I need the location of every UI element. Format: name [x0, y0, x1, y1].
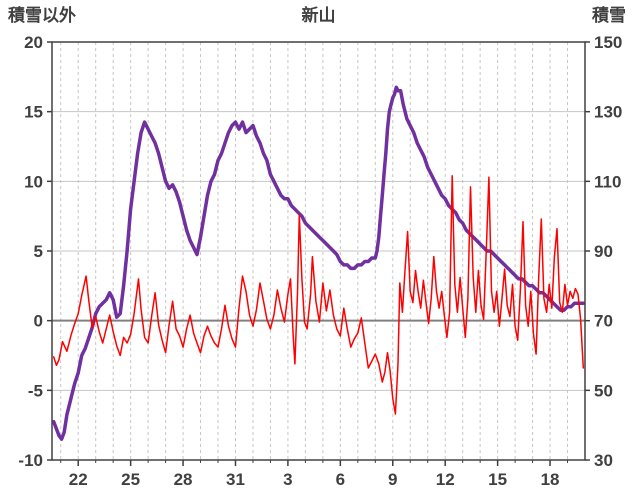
- x-tick-label: 31: [226, 470, 245, 489]
- y-left-tick-label: 20: [24, 33, 43, 52]
- x-tick-label: 22: [69, 470, 88, 489]
- y-right-tick-label: 90: [594, 242, 613, 261]
- chart-title: 新山: [301, 6, 336, 25]
- right-axis-title: 積雪: [592, 6, 626, 25]
- y-right-tick-label: 150: [594, 33, 622, 52]
- x-tick-label: 25: [121, 470, 140, 489]
- x-tick-label: 15: [488, 470, 507, 489]
- y-right-tick-label: 130: [594, 103, 622, 122]
- y-right-tick-label: 30: [594, 451, 613, 470]
- x-tick-label: 9: [388, 470, 397, 489]
- y-right-tick-label: 110: [594, 172, 621, 191]
- y-right-tick-label: 70: [594, 312, 613, 331]
- y-left-tick-label: 10: [24, 172, 43, 191]
- x-tick-label: 3: [283, 470, 292, 489]
- y-right-tick-label: 50: [594, 381, 613, 400]
- x-tick-label: 18: [541, 470, 560, 489]
- y-left-tick-label: 0: [34, 312, 43, 331]
- y-left-tick-label: -10: [18, 451, 43, 470]
- x-tick-label: 28: [174, 470, 193, 489]
- series-line-0: [51, 85, 586, 441]
- y-left-tick-label: -5: [28, 381, 43, 400]
- series-line-1: [52, 175, 585, 415]
- x-tick-label: 6: [336, 470, 345, 489]
- x-tick-label: 12: [436, 470, 455, 489]
- y-left-tick-label: 5: [34, 242, 43, 261]
- y-left-tick-label: 15: [24, 103, 43, 122]
- left-axis-title: 積雪以外: [8, 6, 76, 25]
